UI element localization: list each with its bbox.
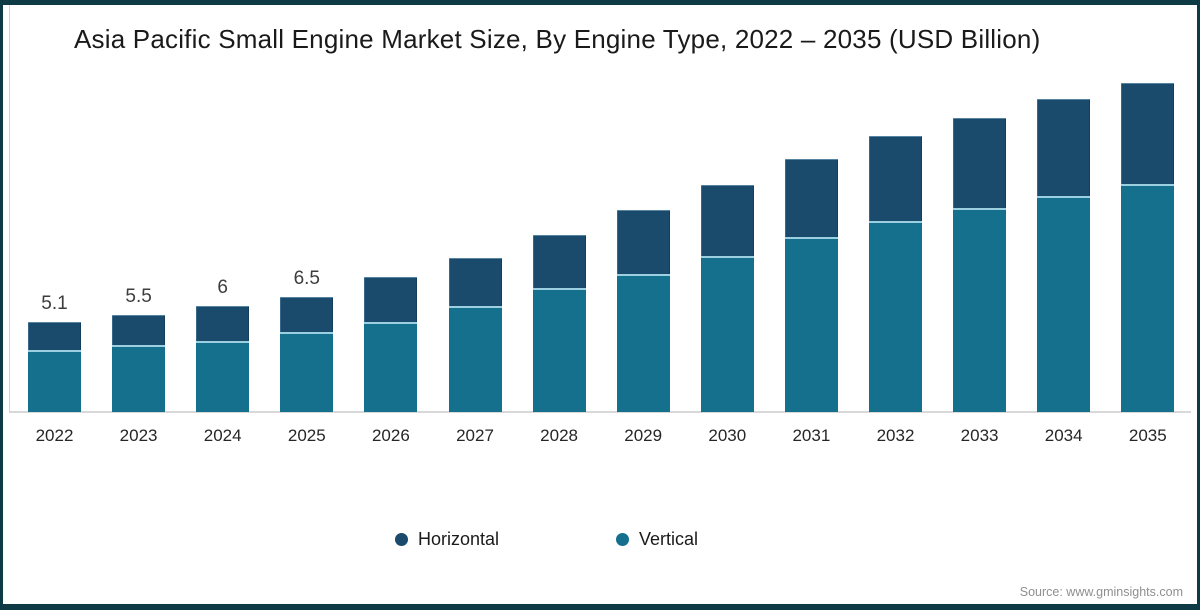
source-credit: Source: www.gminsights.com xyxy=(1019,585,1183,599)
bar-segment-vertical xyxy=(784,236,838,412)
legend-swatch-vertical-icon xyxy=(616,533,629,546)
legend-swatch-horizontal-icon xyxy=(395,533,408,546)
bar-value-label: 6 xyxy=(217,276,228,298)
bar-segment-horizontal xyxy=(784,158,838,237)
x-tick-label: 2034 xyxy=(1044,426,1083,445)
x-tick-label: 2022 xyxy=(35,426,74,445)
x-tick-label: 2025 xyxy=(287,426,326,445)
x-tick-label: 2033 xyxy=(960,426,999,445)
x-tick-label: 2032 xyxy=(876,426,915,445)
bar-segment-horizontal xyxy=(364,277,418,322)
x-tick-label: 2030 xyxy=(708,426,747,445)
bar-value-label: 5.5 xyxy=(125,285,152,307)
bar-group-2027: 2027 xyxy=(448,258,502,445)
chart-title: Asia Pacific Small Engine Market Size, B… xyxy=(74,24,1041,54)
x-tick-label: 2035 xyxy=(1128,426,1167,445)
bar-group-2034: 2034 xyxy=(1037,98,1091,445)
x-tick-label: 2026 xyxy=(371,426,410,445)
bar-group-2035: 2035 xyxy=(1121,82,1175,445)
x-axis-line xyxy=(10,411,1191,413)
bar-group-2031: 2031 xyxy=(784,158,838,445)
bar-group-2025: 6.5 2025 xyxy=(280,268,334,445)
bar-segment-horizontal xyxy=(28,321,81,351)
bar-segment-vertical xyxy=(953,208,1007,412)
y-axis-line xyxy=(9,5,10,413)
legend: Horizontal Vertical xyxy=(3,529,1197,555)
bar-segment-horizontal xyxy=(953,118,1007,209)
x-tick-label: 2028 xyxy=(540,426,579,445)
bar-segment-vertical xyxy=(280,332,334,412)
bar-group-2032: 2032 xyxy=(869,135,922,445)
bar-value-label: 6.5 xyxy=(293,267,321,289)
bar-segment-vertical xyxy=(869,220,922,412)
legend-label-vertical: Vertical xyxy=(639,529,699,549)
bar-segment-vertical xyxy=(1121,183,1175,412)
bar-value-label: 5.1 xyxy=(41,292,68,314)
x-tick-label: 2029 xyxy=(624,426,663,445)
legend-item-horizontal: Horizontal xyxy=(395,529,499,550)
bar-segment-horizontal xyxy=(532,235,586,289)
bar-segment-vertical xyxy=(616,273,670,412)
bar-segment-horizontal xyxy=(616,210,670,274)
legend-label-horizontal: Horizontal xyxy=(418,529,500,549)
bar-segment-vertical xyxy=(1037,196,1091,412)
bar-segment-vertical xyxy=(700,256,754,412)
bar-segment-horizontal xyxy=(1037,98,1091,197)
x-tick-label: 2031 xyxy=(792,426,831,445)
x-tick-label: 2023 xyxy=(119,426,158,445)
bar-group-2028: 2028 xyxy=(532,235,586,445)
bar-group-2022: 5.1 2022 xyxy=(28,293,81,445)
bar-segment-horizontal xyxy=(448,258,502,306)
bar-segment-vertical xyxy=(364,321,418,412)
bar-segment-horizontal xyxy=(112,314,166,345)
bar-segment-horizontal xyxy=(280,296,334,333)
bar-segment-vertical xyxy=(448,305,502,412)
bar-group-2033: 2033 xyxy=(953,118,1007,445)
legend-item-vertical: Vertical xyxy=(616,529,698,550)
bar-group-2023: 5.5 2023 xyxy=(112,286,166,445)
bar-group-2026: 2026 xyxy=(364,277,418,445)
bar-segment-vertical xyxy=(196,341,250,412)
bar-segment-vertical xyxy=(28,350,81,412)
bar-group-2030: 2030 xyxy=(700,185,754,445)
bar-segment-horizontal xyxy=(196,305,250,342)
bar-group-2024: 6 2024 xyxy=(196,277,250,445)
bar-segment-horizontal xyxy=(700,185,754,257)
bar-segment-horizontal xyxy=(1121,82,1175,184)
bar-segment-vertical xyxy=(532,288,586,412)
bar-group-2029: 2029 xyxy=(616,210,670,445)
bar-segment-horizontal xyxy=(869,135,922,221)
bar-segment-vertical xyxy=(112,344,166,412)
plot-area: 5.1 2022 5.5 2023 6 2024 6.5 2025 2026 2027 2028 20… xyxy=(3,5,1197,445)
x-tick-label: 2024 xyxy=(203,426,242,445)
x-tick-label: 2027 xyxy=(456,426,494,445)
